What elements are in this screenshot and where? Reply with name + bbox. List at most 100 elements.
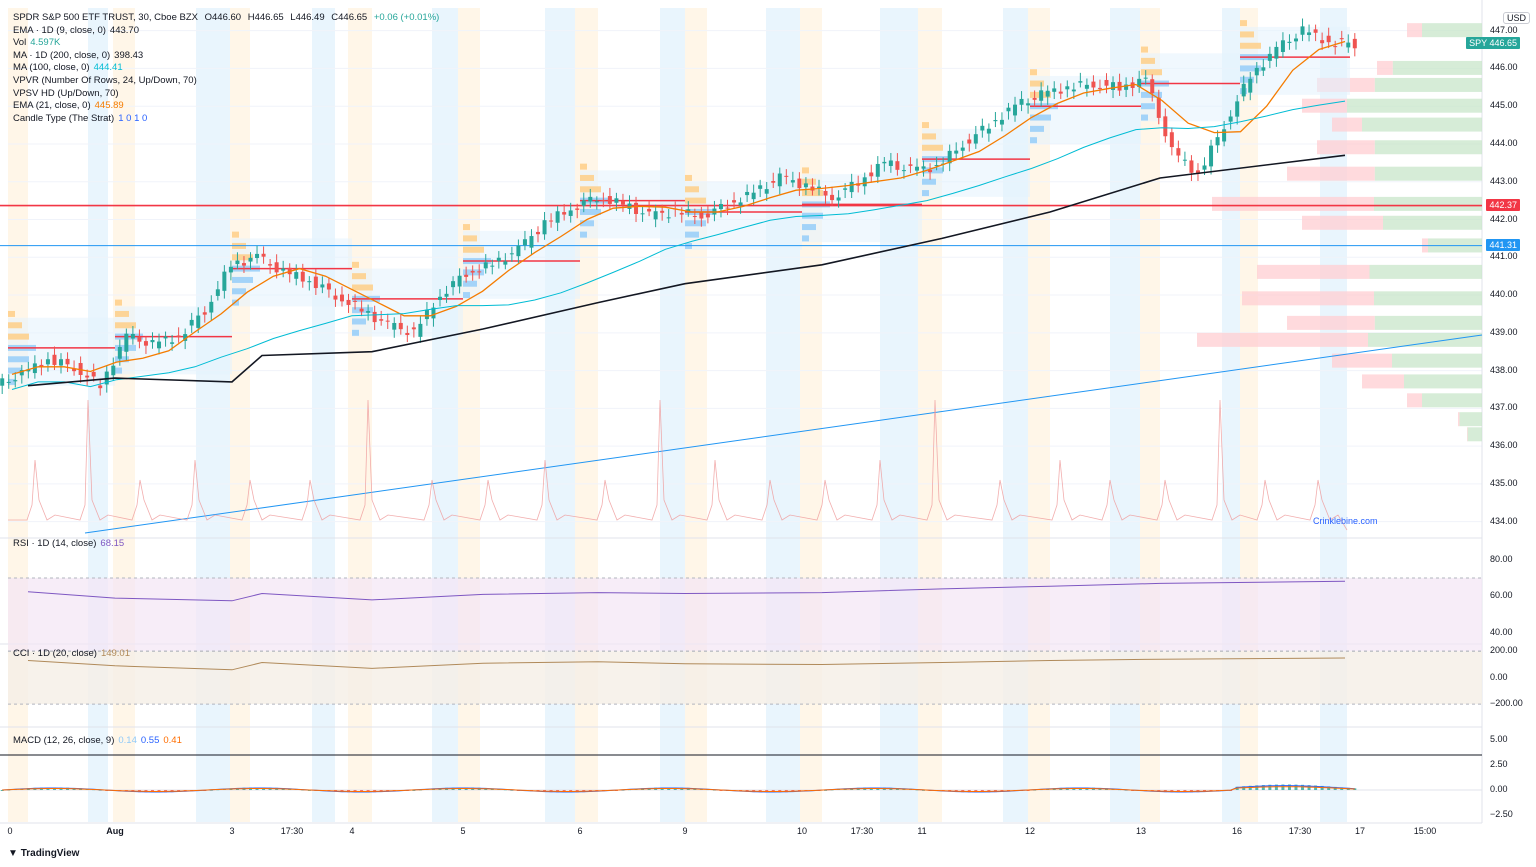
session-profile-bar [1141, 46, 1148, 53]
cci-label[interactable]: CCI · 1D (20, close) 149.01 [13, 648, 130, 659]
session-profile-bar [1141, 91, 1162, 98]
legend-indicator-row[interactable]: EMA (21, close, 0) 445.89 [13, 100, 439, 113]
candle-body [261, 253, 266, 257]
candle-body [1078, 81, 1083, 83]
candle-body [536, 231, 541, 235]
candle-body [568, 210, 573, 216]
macd-signal-line [2, 786, 1355, 792]
session-profile-bar [115, 322, 136, 329]
ma100-line [11, 100, 1346, 390]
candle-body [607, 196, 612, 204]
symbol-title[interactable]: SPDR S&P 500 ETF TRUST, 30, Cboe BZX [13, 12, 198, 23]
indicator-value: 444.41 [93, 62, 123, 74]
candle-body [39, 364, 44, 368]
candle-body [130, 333, 135, 339]
vp-up-bar [1404, 374, 1482, 389]
candle-body [843, 188, 848, 190]
trend-line [84, 334, 1483, 534]
legend-indicator-row[interactable]: EMA · 1D (9, close, 0) 443.70 [13, 25, 439, 38]
candle-body [255, 253, 260, 259]
session-value-area [1141, 53, 1240, 122]
vp-down-bar [1407, 393, 1422, 408]
candle-body [1352, 38, 1357, 49]
rsi-label[interactable]: RSI · 1D (14, close) 68.15 [13, 538, 124, 549]
candle-body [921, 166, 926, 169]
session-profile-bar [1240, 42, 1261, 49]
price-tick-label: 434.00 [1490, 515, 1518, 526]
candle-body [1071, 89, 1076, 92]
candle-body [418, 323, 423, 337]
candle-body [1254, 67, 1259, 76]
macd-hist-bar [412, 789, 416, 791]
price-tick-label: 446.00 [1490, 62, 1518, 73]
session-profile-bar [802, 167, 809, 174]
session-value-area [463, 230, 580, 299]
vp-down-bar [1332, 353, 1392, 368]
candle-body [1209, 145, 1214, 167]
candle-body [725, 207, 730, 209]
candle-body [823, 190, 828, 196]
time-tick-label: Aug [106, 826, 124, 836]
currency-button[interactable]: USD [1502, 12, 1530, 24]
time-tick-label: 6 [577, 826, 583, 836]
ohlc-change: +0.06 (+0.01%) [373, 12, 440, 23]
candle-body [960, 147, 965, 151]
legend-indicator-row[interactable]: VPSV HD (Up/Down, 70) [13, 88, 439, 101]
vp-down-bar [1458, 412, 1460, 427]
candle-body [496, 257, 501, 261]
candle-body [888, 160, 893, 166]
candle-body [1333, 46, 1338, 48]
candle-body [908, 164, 913, 166]
tradingview-logo[interactable]: ▼ TradingView [8, 848, 79, 859]
macd-hist-bar [1287, 784, 1291, 790]
candle-body [294, 272, 299, 279]
candle-body [705, 213, 710, 218]
session-value-area [802, 174, 922, 243]
price-badge: 441.31 [1486, 238, 1520, 251]
candle-body [163, 336, 168, 339]
vp-down-bar [1377, 60, 1393, 75]
candle-body [241, 263, 246, 266]
legend-indicator-row[interactable]: MA (100, close, 0) 444.41 [13, 62, 439, 75]
price-tick-label: 437.00 [1490, 402, 1518, 413]
session-profile-bar [802, 235, 809, 242]
legend-indicator-row[interactable]: Candle Type (The Strat) 1 0 1 0 [13, 113, 439, 126]
session-profile-bar [463, 224, 470, 231]
candle-body [738, 202, 743, 206]
candle-body [353, 300, 358, 302]
candle-body [333, 295, 338, 300]
rsi-value: 68.15 [100, 538, 125, 549]
candle-body [1293, 38, 1298, 42]
candle-body [274, 262, 279, 273]
candle-body [849, 181, 854, 193]
candle-body [1202, 165, 1207, 170]
session-profile-bar [352, 318, 366, 325]
candle-body [816, 186, 821, 188]
session-profile-bar [463, 235, 477, 242]
pane-tick-label: 2.50 [1490, 759, 1508, 769]
candle-body [1280, 40, 1285, 52]
candle-body [869, 172, 874, 177]
candle-body [59, 359, 64, 366]
indicator-label: MA · 1D (200, close, 0) [13, 49, 111, 61]
legend-indicator-row[interactable]: MA · 1D (200, close, 0) 398.43 [13, 50, 439, 63]
time-tick-label: 10 [796, 826, 808, 836]
candle-body [862, 177, 867, 187]
candle-body [1182, 159, 1187, 161]
candle-body [928, 169, 933, 173]
candle-body [614, 198, 619, 203]
macd-label[interactable]: MACD (12, 26, close, 9) 0.14 0.55 0.41 [13, 735, 182, 746]
session-profile-bar [1141, 69, 1162, 76]
legend-indicator-row[interactable]: VPVR (Number Of Rows, 24, Up/Down, 70) [13, 75, 439, 88]
logo-text: TradingView [20, 848, 80, 859]
session-profile-bar [8, 367, 22, 374]
time-tick-label: 11 [917, 826, 927, 836]
session-profile-bar [463, 292, 470, 299]
candle-body [143, 341, 148, 346]
candle-body [72, 368, 77, 372]
price-tick-label: 438.00 [1490, 364, 1518, 375]
session-value-area [580, 170, 685, 239]
legend-indicator-row[interactable]: Vol 4.597K [13, 37, 439, 50]
indicator-label: MA (100, close, 0) [13, 62, 90, 74]
